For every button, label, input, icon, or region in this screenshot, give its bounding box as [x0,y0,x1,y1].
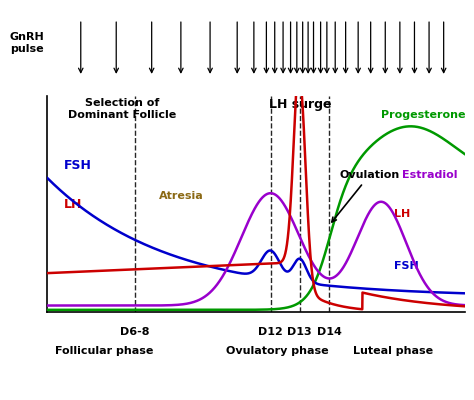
Text: Ovulation: Ovulation [332,170,400,222]
Text: Ovulatory phase: Ovulatory phase [226,346,328,356]
Text: LH: LH [64,198,82,210]
Text: Atresia: Atresia [158,191,203,201]
Text: D6-8: D6-8 [120,327,150,337]
Text: D13: D13 [287,327,312,337]
Text: FSH: FSH [64,159,92,172]
Text: Estradiol: Estradiol [402,170,457,180]
Text: D12: D12 [258,327,283,337]
Text: D14: D14 [317,327,341,337]
Text: Progesterone: Progesterone [381,110,465,120]
Text: LH surge: LH surge [268,98,331,111]
Text: LH: LH [393,209,410,219]
Text: Luteal phase: Luteal phase [353,346,434,356]
Text: Follicular phase: Follicular phase [55,346,154,356]
Text: FSH: FSH [393,261,419,271]
Text: GnRH
pulse: GnRH pulse [10,32,45,54]
Text: Selection of
Dominant Follicle: Selection of Dominant Follicle [68,98,177,120]
